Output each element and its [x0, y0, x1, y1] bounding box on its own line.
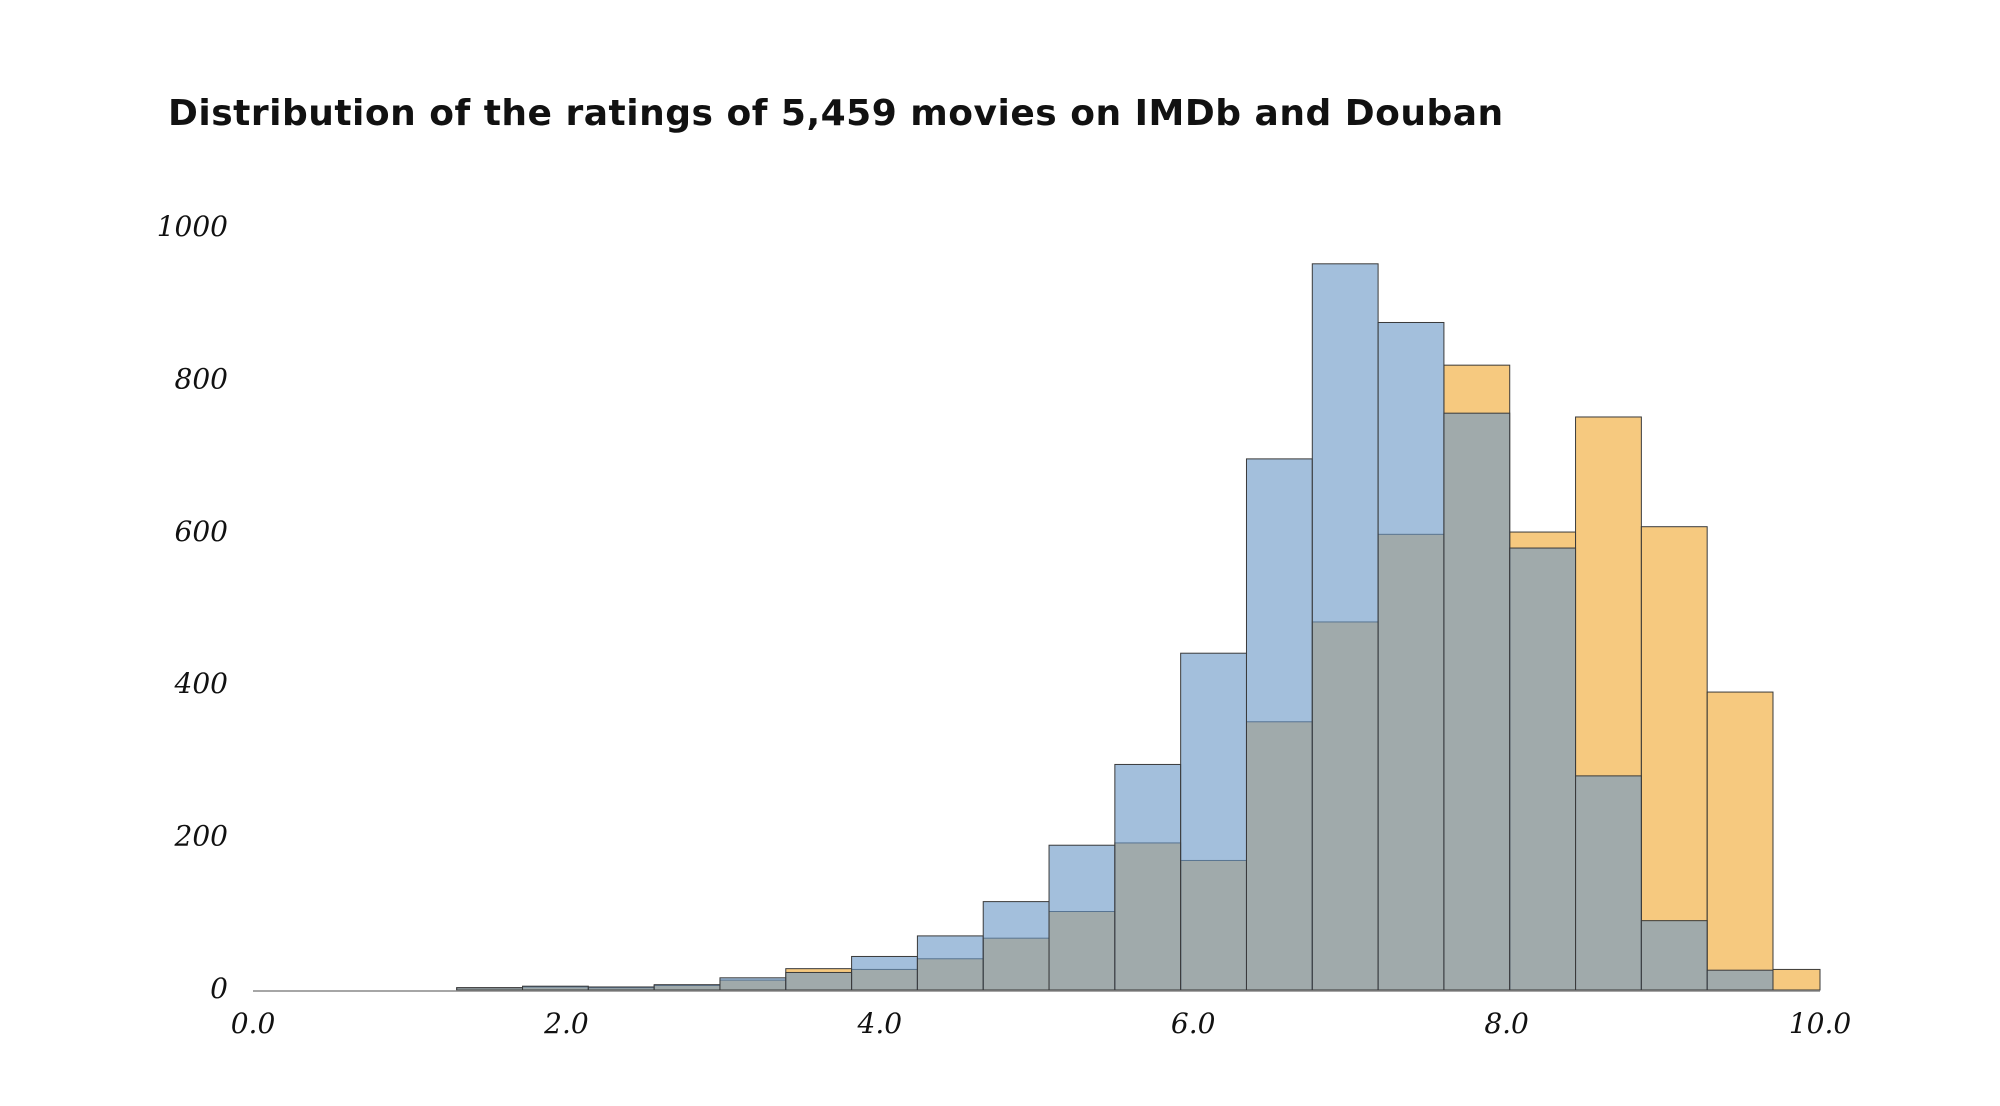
- imdb-bar-19: [1706, 969, 1774, 991]
- imdb-bar-1: [522, 985, 589, 991]
- imdb-bar-9: [1048, 844, 1116, 991]
- imdb-bar-0: [456, 987, 524, 991]
- douban-bar-18: [1640, 526, 1708, 991]
- imdb-bar-14: [1377, 321, 1445, 991]
- douban-bar-20: [1772, 968, 1821, 991]
- x-tick-label: 4.0: [857, 1007, 903, 1040]
- imdb-bar-11: [1180, 652, 1247, 991]
- y-tick-label: 0: [210, 972, 228, 1005]
- imdb-bars: [456, 263, 1774, 991]
- x-axis: 0.0 2.0 4.0 6.0 8.0 10.0: [231, 1007, 1851, 1040]
- y-tick-label: 1000: [157, 210, 228, 243]
- imdb-bar-5: [785, 971, 853, 991]
- y-tick-label: 400: [174, 667, 228, 700]
- chart-title: Distribution of the ratings of 5,459 mov…: [168, 93, 1504, 134]
- imdb-bar-8: [982, 901, 1050, 991]
- imdb-bar-6: [851, 955, 918, 991]
- imdb-bar-3: [653, 984, 721, 991]
- x-tick-label: 6.0: [1171, 1007, 1216, 1040]
- imdb-bar-10: [1114, 763, 1182, 991]
- imdb-bar-2: [587, 986, 655, 991]
- imdb-bar-18: [1640, 920, 1708, 991]
- imdb-bar-15: [1443, 412, 1511, 991]
- x-tick-label: 0.0: [231, 1007, 276, 1040]
- y-tick-label: 200: [174, 820, 228, 853]
- imdb-bar-13: [1311, 263, 1379, 991]
- imdb-bar-16: [1509, 547, 1577, 991]
- y-tick-label: 600: [175, 515, 228, 548]
- imdb-bar-7: [916, 935, 984, 991]
- imdb-bar-17: [1575, 775, 1642, 991]
- x-tick-label: 10.0: [1789, 1007, 1851, 1040]
- imdb-bar-12: [1245, 458, 1313, 991]
- imdb-bar-4: [719, 977, 787, 991]
- x-tick-label: 8.0: [1484, 1007, 1529, 1040]
- x-tick-label: 2.0: [543, 1007, 589, 1040]
- y-tick-label: 800: [175, 362, 228, 395]
- y-axis: 0 200 400 600 800 1000: [157, 210, 228, 1005]
- douban-bar-19: [1706, 691, 1774, 991]
